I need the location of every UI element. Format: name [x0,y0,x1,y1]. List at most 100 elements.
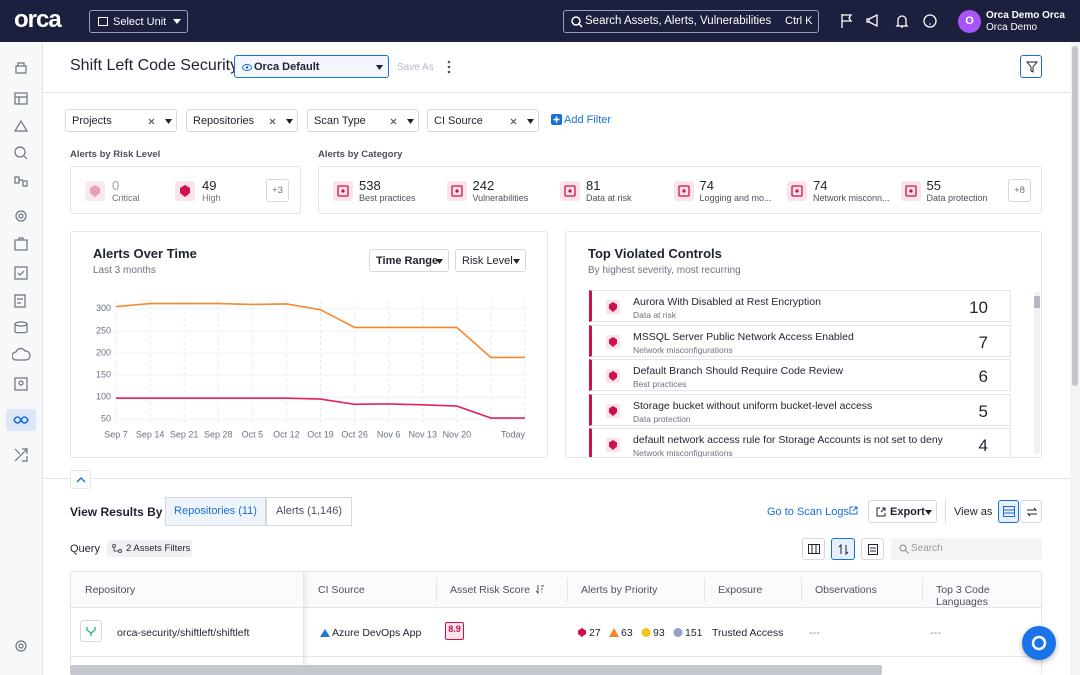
violation[interactable]: MSSQL Server Public Network Access Enabl… [589,324,1011,357]
nav-icons[interactable] [12,62,32,662]
shape [904,185,917,197]
sidebar [0,42,43,675]
category-heading: Alerts by Category [318,149,403,160]
shape [15,96,27,104]
risk-more[interactable]: +3 [266,179,289,202]
shape [173,19,181,24]
assistant[interactable] [1022,626,1056,660]
icon [76,477,86,483]
chart-control[interactable]: Risk Level [455,249,526,272]
shape [18,380,24,386]
violation[interactable]: default network access rule for Storage … [589,428,1011,457]
avatar[interactable]: O [958,10,981,33]
column-header[interactable]: Observations [815,584,877,596]
chart-control-label: Risk Level [462,255,513,267]
shape [876,507,886,517]
category-count: 538 [359,178,381,193]
observations: --- [809,627,820,639]
repository[interactable]: orca-security/shiftleft/shiftleft [117,627,250,639]
column-header[interactable]: Alerts by Priority [581,584,658,596]
violations-card: Top Violated Controls By highest severit… [565,231,1042,458]
x-tick-label: Nov 20 [443,429,472,439]
filter[interactable]: Repositories [186,109,298,132]
page-scroll[interactable] [1070,42,1080,675]
y-tick-label: 200 [96,347,111,357]
shape [112,544,116,548]
export[interactable]: Export [868,500,937,523]
collapse[interactable] [70,470,91,489]
icon [560,181,580,201]
violation[interactable]: Aurora With Disabled at Rest Encryption D… [589,290,1011,322]
shape [341,189,345,193]
chart-control[interactable]: Time Range [369,249,449,272]
icon [320,629,330,637]
header-row [71,572,1041,608]
col-sep [922,578,923,602]
save-as[interactable]: Save As [397,62,434,73]
unit-select[interactable]: Select Unit [89,10,188,33]
languages: --- [930,627,941,639]
row-line [71,656,1041,657]
icon [513,259,520,264]
view-graph[interactable] [1020,500,1042,523]
columns-button[interactable] [802,538,825,560]
divider [43,478,1070,479]
filter-button[interactable] [1020,55,1042,78]
category-label: Best practices [359,193,416,203]
view-table[interactable] [998,500,1019,523]
list-button[interactable] [861,538,884,560]
chart-title: Alerts Over Time [93,246,197,261]
tab[interactable]: Alerts (1,146) [266,497,352,526]
icon [165,119,172,124]
table-search[interactable]: Search [891,538,1042,560]
risk-count: 0 [112,178,120,193]
shape [14,176,28,187]
violation[interactable]: Storage bucket without uniform bucket-le… [589,393,1011,426]
violation[interactable]: Default Branch Should Require Code Revie… [589,359,1011,391]
query-filter[interactable]: 2 Assets Filters [107,540,192,557]
priority-count: 63 [621,627,633,639]
violation-category: Data at risk [633,310,676,320]
scrollbar[interactable] [1034,292,1040,454]
column-header[interactable]: Asset Risk Score [450,584,530,596]
logo[interactable]: orca [14,6,62,33]
tab[interactable]: Repositories (11) [165,497,266,526]
shape [14,377,28,391]
filter[interactable]: Scan Type [307,109,419,132]
icon [535,585,544,594]
filter[interactable]: CI Source [427,109,539,132]
shape [15,210,27,222]
column-header[interactable]: Exposure [718,584,763,596]
shape [1003,506,1015,517]
violation-category: Data protection [633,413,691,424]
category-more[interactable]: +8 [1008,179,1031,202]
scroll-thumb[interactable] [1034,296,1040,308]
filter[interactable]: Projects [65,109,177,132]
search-box[interactable]: Search Assets, Alerts, Vulnerabilities C… [563,10,819,33]
shape [286,119,293,124]
icon [868,544,878,555]
category-count: 55 [926,178,941,193]
kebab[interactable] [447,60,451,74]
h-scroll[interactable] [70,665,882,675]
icon [606,403,620,418]
icon [673,181,694,201]
violation-name: Storage bucket without uniform bucket-le… [633,399,873,412]
column-header[interactable]: Repository [85,584,136,596]
scan-logs[interactable]: Go to Scan Logs [767,506,849,518]
shape [90,185,100,197]
violation-count: 4 [978,436,988,455]
violation-name: MSSQL Server Public Network Access Enabl… [633,330,854,343]
icon [446,181,467,201]
scroll-thumb[interactable] [1072,46,1078,386]
shortcut: Ctrl K [785,15,813,27]
sort-button[interactable] [831,538,855,560]
icon [673,628,683,637]
view-select[interactable]: Orca Default [234,55,389,78]
column-header[interactable]: CI Source [318,584,365,596]
icon [98,17,108,26]
violation-category: Best practices [633,379,687,389]
column-header[interactable]: Top 3 Code Languages [936,584,990,608]
top-icons[interactable] [838,12,940,30]
x-tick-label: Sep 7 [104,429,128,439]
